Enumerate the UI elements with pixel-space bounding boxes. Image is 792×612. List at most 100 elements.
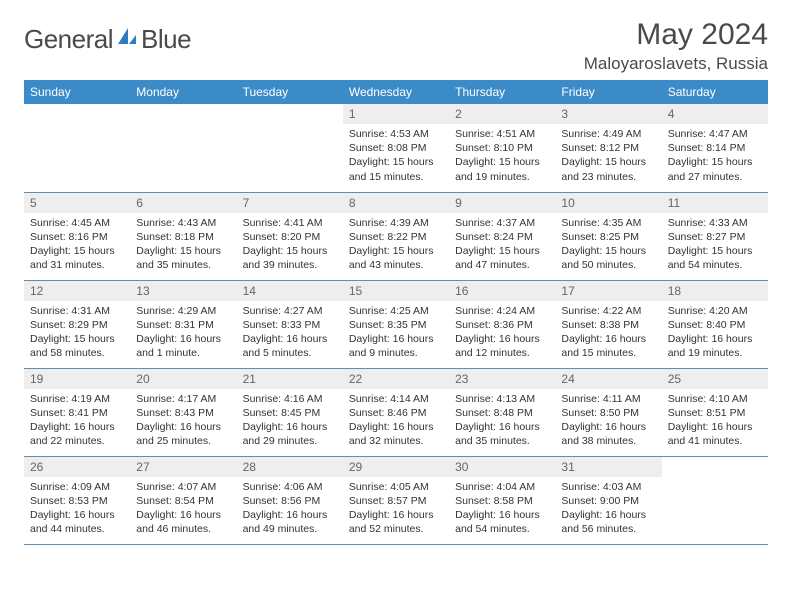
day-info: Sunrise: 4:53 AMSunset: 8:08 PMDaylight:…	[343, 124, 449, 188]
calendar-cell: 31Sunrise: 4:03 AMSunset: 9:00 PMDayligh…	[555, 456, 661, 544]
sunrise-text: Sunrise: 4:33 AM	[668, 216, 764, 230]
calendar-cell: 19Sunrise: 4:19 AMSunset: 8:41 PMDayligh…	[24, 368, 130, 456]
sunset-text: Sunset: 8:40 PM	[668, 318, 764, 332]
day-number: 13	[130, 281, 236, 301]
day-info: Sunrise: 4:29 AMSunset: 8:31 PMDaylight:…	[130, 301, 236, 365]
day-number: 29	[343, 457, 449, 477]
sunrise-text: Sunrise: 4:49 AM	[561, 127, 657, 141]
sunrise-text: Sunrise: 4:07 AM	[136, 480, 232, 494]
daylight-text: Daylight: 15 hours and 35 minutes.	[136, 244, 232, 272]
weekday-header: Thursday	[449, 80, 555, 104]
daylight-text: Daylight: 15 hours and 58 minutes.	[30, 332, 126, 360]
sunset-text: Sunset: 8:25 PM	[561, 230, 657, 244]
sunset-text: Sunset: 8:58 PM	[455, 494, 551, 508]
calendar-cell: 24Sunrise: 4:11 AMSunset: 8:50 PMDayligh…	[555, 368, 661, 456]
daylight-text: Daylight: 16 hours and 41 minutes.	[668, 420, 764, 448]
day-info: Sunrise: 4:05 AMSunset: 8:57 PMDaylight:…	[343, 477, 449, 541]
day-info: Sunrise: 4:41 AMSunset: 8:20 PMDaylight:…	[237, 213, 343, 277]
sunrise-text: Sunrise: 4:35 AM	[561, 216, 657, 230]
daylight-text: Daylight: 16 hours and 52 minutes.	[349, 508, 445, 536]
brand-logo: General Blue	[24, 24, 191, 55]
sunrise-text: Sunrise: 4:19 AM	[30, 392, 126, 406]
daylight-text: Daylight: 16 hours and 44 minutes.	[30, 508, 126, 536]
sunset-text: Sunset: 8:27 PM	[668, 230, 764, 244]
calendar-cell	[662, 456, 768, 544]
calendar-cell: 13Sunrise: 4:29 AMSunset: 8:31 PMDayligh…	[130, 280, 236, 368]
daylight-text: Daylight: 16 hours and 35 minutes.	[455, 420, 551, 448]
daylight-text: Daylight: 15 hours and 27 minutes.	[668, 155, 764, 183]
sunrise-text: Sunrise: 4:37 AM	[455, 216, 551, 230]
day-number: 26	[24, 457, 130, 477]
calendar-cell	[130, 104, 236, 192]
day-number: 28	[237, 457, 343, 477]
weekday-header: Saturday	[662, 80, 768, 104]
day-info: Sunrise: 4:06 AMSunset: 8:56 PMDaylight:…	[237, 477, 343, 541]
sunrise-text: Sunrise: 4:14 AM	[349, 392, 445, 406]
sunrise-text: Sunrise: 4:25 AM	[349, 304, 445, 318]
sunrise-text: Sunrise: 4:20 AM	[668, 304, 764, 318]
calendar-cell: 27 Sunrise: 4:07 AMSunset: 8:54 PMDayligh…	[130, 456, 236, 544]
day-info: Sunrise: 4:22 AMSunset: 8:38 PMDaylight:…	[555, 301, 661, 365]
day-info: Sunrise: 4:45 AMSunset: 8:16 PMDaylight:…	[24, 213, 130, 277]
day-info: Sunrise: 4:03 AMSunset: 9:00 PMDaylight:…	[555, 477, 661, 541]
day-number: 6	[130, 193, 236, 213]
sunset-text: Sunset: 9:00 PM	[561, 494, 657, 508]
daylight-text: Daylight: 16 hours and 15 minutes.	[561, 332, 657, 360]
sunrise-text: Sunrise: 4:22 AM	[561, 304, 657, 318]
sunset-text: Sunset: 8:10 PM	[455, 141, 551, 155]
daylight-text: Daylight: 16 hours and 46 minutes.	[136, 508, 232, 536]
sunrise-text: Sunrise: 4:03 AM	[561, 480, 657, 494]
sunset-text: Sunset: 8:46 PM	[349, 406, 445, 420]
location: Maloyaroslavets, Russia	[584, 54, 768, 74]
calendar-cell: 5Sunrise: 4:45 AMSunset: 8:16 PMDaylight…	[24, 192, 130, 280]
day-info: Sunrise: 4:14 AMSunset: 8:46 PMDaylight:…	[343, 389, 449, 453]
sunrise-text: Sunrise: 4:39 AM	[349, 216, 445, 230]
calendar-cell: 20Sunrise: 4:17 AMSunset: 8:43 PMDayligh…	[130, 368, 236, 456]
daylight-text: Daylight: 15 hours and 31 minutes.	[30, 244, 126, 272]
calendar-cell: 2Sunrise: 4:51 AMSunset: 8:10 PMDaylight…	[449, 104, 555, 192]
day-info: Sunrise: 4:51 AMSunset: 8:10 PMDaylight:…	[449, 124, 555, 188]
calendar-cell: 14Sunrise: 4:27 AMSunset: 8:33 PMDayligh…	[237, 280, 343, 368]
sunset-text: Sunset: 8:12 PM	[561, 141, 657, 155]
sunset-text: Sunset: 8:33 PM	[243, 318, 339, 332]
daylight-text: Daylight: 16 hours and 29 minutes.	[243, 420, 339, 448]
calendar-cell: 18Sunrise: 4:20 AMSunset: 8:40 PMDayligh…	[662, 280, 768, 368]
day-info: Sunrise: 4:39 AMSunset: 8:22 PMDaylight:…	[343, 213, 449, 277]
sunset-text: Sunset: 8:50 PM	[561, 406, 657, 420]
calendar-row: 5Sunrise: 4:45 AMSunset: 8:16 PMDaylight…	[24, 192, 768, 280]
daylight-text: Daylight: 16 hours and 25 minutes.	[136, 420, 232, 448]
calendar-cell: 12Sunrise: 4:31 AMSunset: 8:29 PMDayligh…	[24, 280, 130, 368]
sunset-text: Sunset: 8:54 PM	[136, 494, 232, 508]
day-number: 30	[449, 457, 555, 477]
day-info: Sunrise: 4:09 AMSunset: 8:53 PMDaylight:…	[24, 477, 130, 541]
day-info: Sunrise: 4:49 AMSunset: 8:12 PMDaylight:…	[555, 124, 661, 188]
calendar-row: 19Sunrise: 4:19 AMSunset: 8:41 PMDayligh…	[24, 368, 768, 456]
calendar-cell: 3Sunrise: 4:49 AMSunset: 8:12 PMDaylight…	[555, 104, 661, 192]
day-number: 20	[130, 369, 236, 389]
day-number: 27	[130, 457, 236, 477]
sunrise-text: Sunrise: 4:41 AM	[243, 216, 339, 230]
calendar-cell: 7Sunrise: 4:41 AMSunset: 8:20 PMDaylight…	[237, 192, 343, 280]
weekday-header: Sunday	[24, 80, 130, 104]
day-info: Sunrise: 4:33 AMSunset: 8:27 PMDaylight:…	[662, 213, 768, 277]
day-info: Sunrise: 4:20 AMSunset: 8:40 PMDaylight:…	[662, 301, 768, 365]
daylight-text: Daylight: 15 hours and 50 minutes.	[561, 244, 657, 272]
daylight-text: Daylight: 16 hours and 22 minutes.	[30, 420, 126, 448]
sunset-text: Sunset: 8:14 PM	[668, 141, 764, 155]
day-info: Sunrise: 4:35 AMSunset: 8:25 PMDaylight:…	[555, 213, 661, 277]
day-number: 11	[662, 193, 768, 213]
daylight-text: Daylight: 16 hours and 54 minutes.	[455, 508, 551, 536]
header: General Blue May 2024 Maloyaroslavets, R…	[24, 18, 768, 74]
sunset-text: Sunset: 8:36 PM	[455, 318, 551, 332]
sunset-text: Sunset: 8:18 PM	[136, 230, 232, 244]
day-info: Sunrise: 4:11 AMSunset: 8:50 PMDaylight:…	[555, 389, 661, 453]
day-number: 8	[343, 193, 449, 213]
sunrise-text: Sunrise: 4:51 AM	[455, 127, 551, 141]
day-info: Sunrise: 4:25 AMSunset: 8:35 PMDaylight:…	[343, 301, 449, 365]
sunset-text: Sunset: 8:53 PM	[30, 494, 126, 508]
day-info: Sunrise: 4:19 AMSunset: 8:41 PMDaylight:…	[24, 389, 130, 453]
sunset-text: Sunset: 8:22 PM	[349, 230, 445, 244]
calendar-cell	[237, 104, 343, 192]
day-info: Sunrise: 4:43 AMSunset: 8:18 PMDaylight:…	[130, 213, 236, 277]
day-number: 17	[555, 281, 661, 301]
